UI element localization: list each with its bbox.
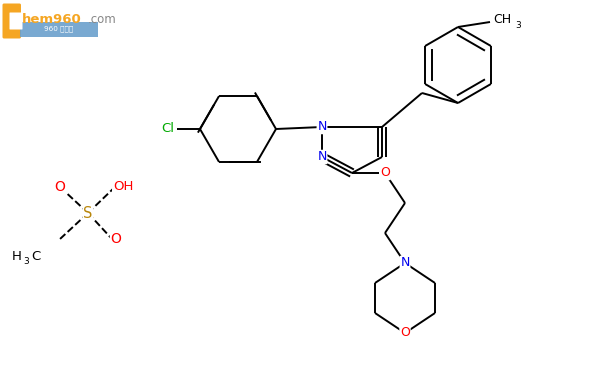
Bar — [19, 21, 97, 37]
Text: O: O — [380, 166, 390, 180]
Text: 3: 3 — [515, 21, 522, 30]
Text: O: O — [54, 180, 65, 194]
Text: .com: .com — [88, 13, 117, 26]
Text: O: O — [111, 232, 122, 246]
Text: C: C — [31, 251, 41, 264]
Text: 3: 3 — [23, 258, 29, 267]
Text: CH: CH — [493, 12, 511, 26]
Text: hem960: hem960 — [22, 13, 81, 26]
Text: Cl: Cl — [162, 123, 174, 135]
FancyBboxPatch shape — [2, 3, 21, 39]
FancyBboxPatch shape — [10, 12, 22, 30]
Text: N: N — [317, 150, 327, 164]
Text: N: N — [317, 120, 327, 134]
Text: 960 化工网: 960 化工网 — [44, 26, 73, 32]
Text: S: S — [83, 206, 93, 220]
Text: OH: OH — [113, 180, 133, 194]
Text: H: H — [12, 251, 22, 264]
Text: O: O — [400, 327, 410, 339]
Text: N: N — [401, 256, 410, 270]
